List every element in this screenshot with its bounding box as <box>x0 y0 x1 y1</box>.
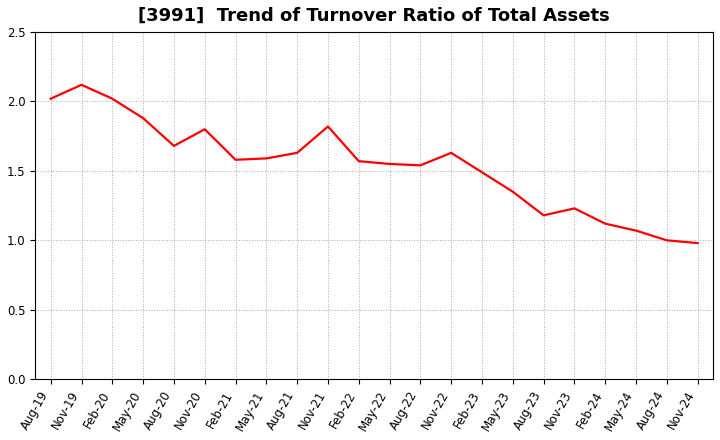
Title: [3991]  Trend of Turnover Ratio of Total Assets: [3991] Trend of Turnover Ratio of Total … <box>138 7 610 25</box>
